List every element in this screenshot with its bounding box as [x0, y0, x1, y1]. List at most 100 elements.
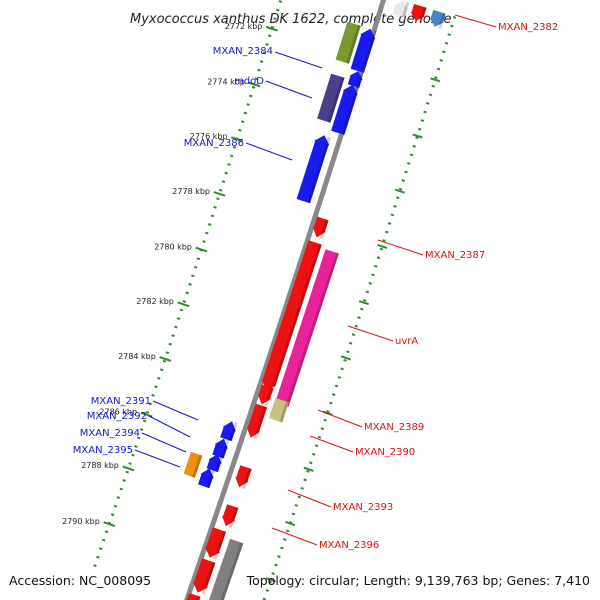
gene-block [268, 398, 289, 423]
scale-tick [231, 136, 244, 142]
scale-tick-label: 2784 kbp [118, 352, 156, 361]
gene-block-shade [220, 542, 244, 600]
forward-label-leader [148, 415, 191, 438]
forward-label-leader [141, 432, 187, 453]
forward-gene-arrow [347, 71, 363, 88]
reverse-gene-arrow [246, 403, 268, 438]
forward-label-leader [152, 400, 199, 421]
forward-gene-arrow-shade [356, 72, 364, 88]
reverse-gene-arrow-shade [196, 595, 201, 600]
trna-arrow-shade [438, 12, 446, 29]
forward-gene-arrow-shade [341, 86, 360, 135]
reverse-gene-arrow-shade [419, 6, 427, 23]
gene-block-shade [192, 454, 203, 478]
forward-gene-label: MXAN_2384 [213, 46, 273, 57]
gene-block [275, 249, 339, 407]
forward-gene-arrow [220, 421, 236, 442]
outer-scale-tick [412, 133, 423, 139]
reverse-gene-arrow [410, 4, 427, 21]
scale-tick [213, 191, 226, 197]
reverse-gene-arrow-shade [270, 243, 322, 393]
scale-tick-label: 2780 kbp [154, 243, 192, 252]
gene-block-shade [279, 401, 289, 423]
reverse-label-leader [287, 489, 332, 508]
forward-gene-arrow-shade [206, 469, 216, 489]
reverse-gene-arrow-shade [201, 561, 216, 595]
scale-tick-label: 2790 kbp [62, 517, 100, 526]
map-title: Myxococcus xanthus DK 1622, complete gen… [130, 12, 451, 27]
outer-scale-tick [377, 243, 388, 249]
scale-tick-label: 2776 kbp [190, 132, 228, 141]
scale-tick-label: 2774 kbp [207, 78, 245, 87]
forward-gene-arrow-shade [361, 30, 377, 73]
reverse-gene-arrow-shade [319, 219, 329, 240]
reverse-gene-label: MXAN_2389 [364, 422, 424, 433]
reverse-label-leader [317, 409, 363, 428]
forward-gene-arrow-shade [220, 439, 230, 459]
topology-text: Topology: circular; Length: 9,139,763 bp… [246, 573, 590, 588]
trna-arrow [429, 9, 446, 27]
outer-scale-tick [303, 466, 314, 472]
forward-gene-arrow [331, 84, 358, 135]
forward-gene-arrow [198, 468, 214, 489]
forward-gene-label: MXAN_2392 [87, 411, 147, 422]
reverse-gene-arrow [257, 384, 274, 405]
reverse-label-leader [454, 14, 497, 28]
reverse-label-leader [347, 325, 394, 342]
reverse-label-leader [271, 527, 318, 546]
gene-block [317, 73, 345, 123]
scale-tick [265, 26, 278, 32]
reverse-gene-arrow [312, 216, 329, 238]
reverse-gene-arrow-shade [213, 530, 227, 560]
forward-label-leader [265, 80, 313, 99]
reverse-gene-label: MXAN_2390 [355, 447, 415, 458]
forward-gene-label: MXAN_2395 [73, 445, 133, 456]
outer-scale-tick [430, 77, 441, 83]
forward-label-leader [274, 51, 323, 69]
forward-gene-arrow-shade [215, 455, 224, 473]
scale-tick-label: 2782 kbp [136, 297, 174, 306]
accession-text: Accession: NC_008095 [9, 573, 152, 588]
reverse-gene-arrow [193, 558, 216, 593]
forward-gene-arrow [206, 454, 222, 473]
gene-block-shade [346, 25, 361, 64]
outer-scale-tick [340, 355, 351, 361]
scale-tick-label: 2772 kbp [225, 22, 263, 31]
reverse-label-leader [309, 435, 354, 453]
gene-block [183, 451, 203, 478]
gene-block-shade [327, 76, 345, 123]
forward-gene-label: MXAN_2386 [184, 138, 244, 149]
scale-tick-label: 2778 kbp [172, 187, 210, 196]
reverse-gene-label: MXAN_2387 [425, 250, 485, 261]
outer-scale-tick [394, 188, 406, 194]
reverse-gene-arrow [235, 465, 252, 488]
scale-tick [122, 465, 135, 472]
forward-gene-label: MXAN_2394 [80, 428, 140, 439]
scale-tick-label: 2788 kbp [81, 461, 119, 470]
reverse-gene-arrow-shade [242, 468, 252, 490]
gene-block-shade [285, 252, 339, 407]
reverse-gene-arrow-shade [253, 406, 268, 440]
faded-gene-arrow-shade [401, 1, 410, 18]
scale-tick [177, 301, 190, 308]
scale-tick [159, 356, 172, 362]
scale-tick-label: 2786 kbp [99, 408, 137, 417]
reverse-gene-label: MXAN_2393 [333, 502, 393, 513]
forward-gene-label: mdoD [234, 76, 264, 87]
outer-scale-tick [265, 577, 277, 583]
scale-tick [103, 521, 116, 527]
reverse-gene-arrow [185, 593, 201, 600]
forward-gene-label: MXAN_2391 [91, 396, 151, 407]
reverse-label-leader [377, 239, 424, 256]
reverse-gene-label: uvrA [395, 336, 418, 347]
forward-gene-arrow-shade [307, 136, 332, 204]
outer-scale-tick [285, 520, 296, 527]
reverse-gene-arrow [261, 240, 322, 391]
forward-gene-arrow [350, 28, 376, 73]
scale-tick [140, 411, 153, 418]
faded-gene-arrow [392, 0, 409, 18]
forward-label-leader [245, 142, 293, 161]
gene-block [335, 21, 361, 64]
